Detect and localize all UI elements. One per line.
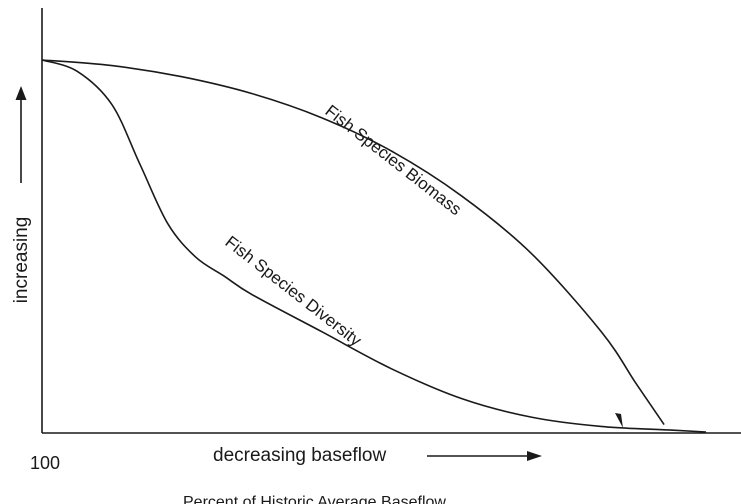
y-axis-arrow-icon (15, 86, 27, 100)
x-axis-arrow-icon (527, 451, 542, 461)
series-line-fish-species-diversity (41, 59, 707, 433)
series-label-fish-species-diversity: Fish Species Diversity (222, 232, 366, 350)
x-axis-label: decreasing baseflow (213, 445, 386, 466)
x-tick-label-100: 100 (30, 453, 60, 473)
biomass-arrow-head (615, 413, 623, 428)
y-axis-label: increasing (11, 217, 32, 304)
series-label-fish-species-biomass: Fish Species Biomass (322, 101, 465, 219)
series-line-fish-species-biomass (41, 59, 665, 426)
x-axis-secondary-label: Percent of Historic Average Baseflow (183, 494, 446, 504)
